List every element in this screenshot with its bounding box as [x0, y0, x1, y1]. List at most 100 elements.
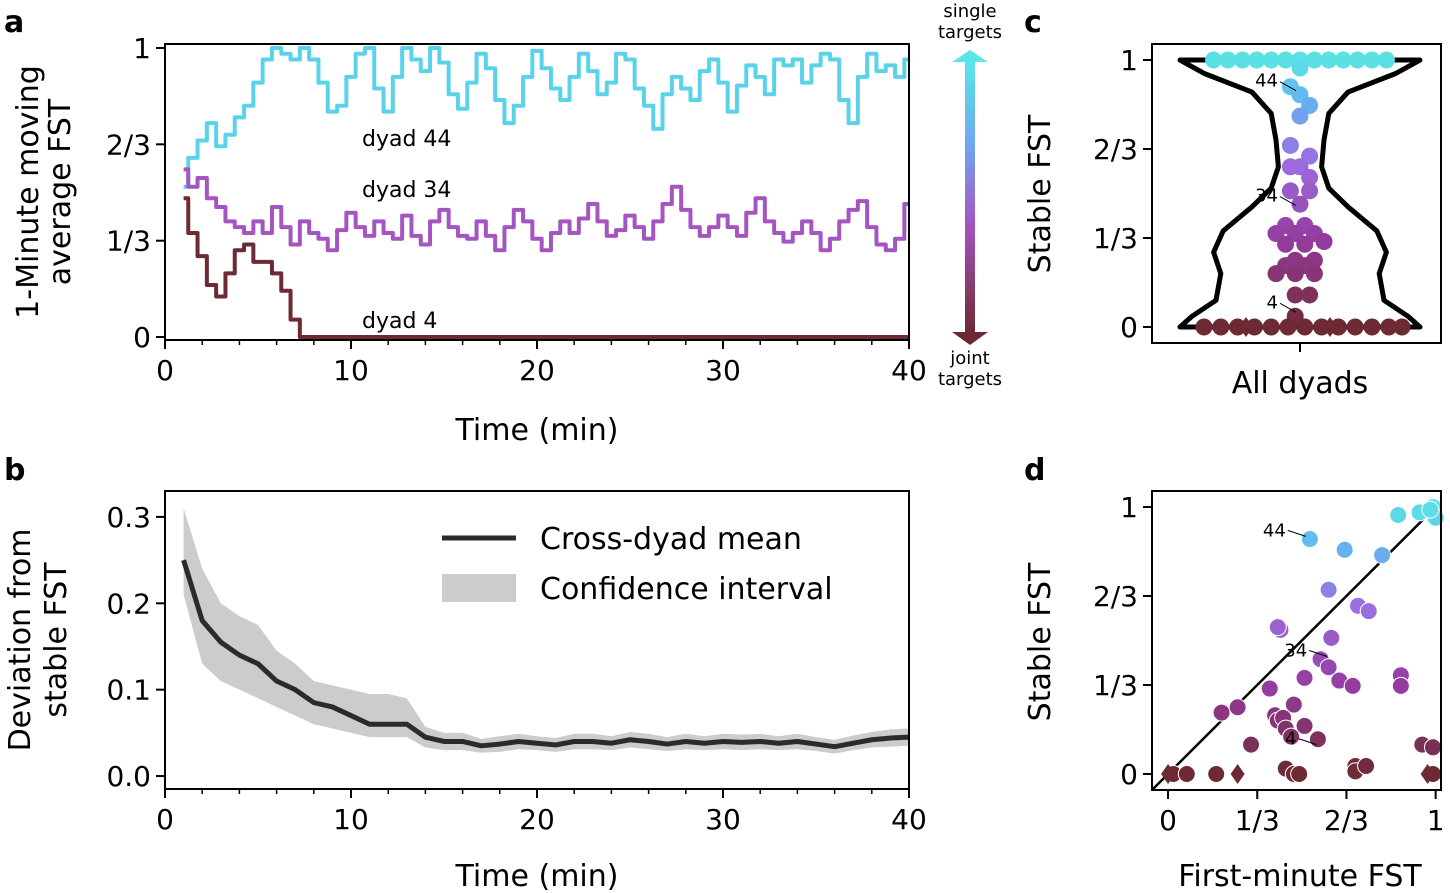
dyad-point [1320, 51, 1338, 69]
colorbar-arrowhead-down [952, 332, 988, 345]
series-line-dyad-34 [183, 167, 909, 253]
dyad-point [1212, 318, 1230, 336]
dyad-point [1242, 735, 1261, 754]
dyad-diamond-point [1161, 763, 1176, 784]
annotation-leader [1279, 196, 1297, 206]
series-label-dyad-44: dyad 44 [362, 127, 451, 152]
colorbar-bottom-label-1: joint [949, 348, 989, 369]
dyad-point [1373, 546, 1392, 565]
dyad-point [1313, 318, 1331, 336]
dyad-point [1212, 703, 1231, 722]
violin-outline [1177, 57, 1423, 330]
dyad-point [1421, 500, 1440, 519]
series-line-dyad-4 [183, 196, 909, 339]
dyad-point [1233, 51, 1251, 69]
panel-c-violin-swarm: 44 34 4 0 1/3 2/3 1 All dyads Stable FST [1023, 43, 1442, 401]
dyad-point [1343, 676, 1362, 695]
dyad-point [1277, 51, 1295, 69]
panel-b-ytick-label: 0.3 [106, 501, 151, 534]
panel-label-c: c [1024, 5, 1042, 40]
dyad-point [1308, 730, 1327, 749]
panel-d-ytick-label: 1 [1120, 491, 1138, 524]
panel-b-plot-area [181, 508, 910, 754]
panel-label-a: a [4, 5, 24, 40]
panel-b-xtick-label: 10 [333, 803, 369, 836]
annotation-leader [1298, 738, 1317, 746]
dyad-point [1286, 265, 1304, 283]
series-line-dyad-44 [183, 46, 909, 189]
panel-b-ytick-label: 0.1 [106, 674, 151, 707]
colorbar-top-label-2: targets [938, 22, 1002, 43]
annotation-label: 44 [1255, 71, 1278, 92]
colorbar-bottom-label-2: targets [938, 369, 1002, 390]
panel-a-xtick-label: 30 [705, 354, 741, 387]
dyad-point [1346, 318, 1364, 336]
panel-d-plot-area: 44 34 4 [1151, 498, 1445, 791]
dyad-point [1291, 107, 1309, 125]
dyad-point [1290, 764, 1309, 783]
dyad-point [1295, 668, 1314, 687]
panel-a-ticks: 0 10 20 30 40 0 1/3 2/3 1 [106, 32, 927, 387]
panel-b-ylabel-line1: Deviation from [3, 529, 38, 752]
panel-b-ytick-label: 0.0 [106, 760, 151, 793]
dyad-point [1195, 318, 1213, 336]
dyad-point [1295, 716, 1314, 735]
annotation-label: 44 [1263, 520, 1286, 541]
dyad-point [1363, 318, 1381, 336]
annotation-leader [1309, 650, 1328, 657]
identity-diagonal [1151, 500, 1442, 791]
panel-b-xtick-label: 40 [891, 803, 927, 836]
dyad-point [1262, 51, 1280, 69]
cross-dyad-mean-line [181, 559, 910, 750]
panel-b-ylabel-line2: stable FST [39, 562, 74, 718]
dyad-point [1301, 168, 1319, 186]
panel-b-ytick-label: 0.2 [106, 587, 151, 620]
colorbar-shaft [965, 62, 975, 332]
annotation-label: 34 [1255, 186, 1278, 207]
panel-b-xtick-label: 30 [705, 803, 741, 836]
panel-a-line-chart: 0 10 20 30 40 0 1/3 2/3 1 Time (min) 1-Minute mo… [11, 32, 927, 448]
dyad-point [1291, 195, 1309, 213]
dyad-point [1281, 182, 1299, 200]
panel-a-xlabel: Time (min) [455, 413, 619, 448]
panel-a-ylabel-line2: average FST [43, 98, 78, 285]
panel-c-ytick-label: 0 [1120, 311, 1138, 344]
panel-a-ytick-label: 1 [133, 32, 151, 65]
dyad-diamond-point [1230, 763, 1245, 784]
dyad-point [1284, 695, 1303, 714]
dyad-point [1268, 618, 1287, 637]
panel-a-xtick-label: 0 [156, 354, 174, 387]
panel-d-xtick-label: 1/3 [1235, 804, 1280, 837]
panel-c-plot-area: 44 34 4 [1177, 51, 1423, 337]
panel-b-legend: Cross-dyad mean Confidence interval [442, 522, 833, 607]
dyad-point [1207, 764, 1226, 783]
panel-d-xtick-label: 0 [1159, 804, 1177, 837]
dyad-point [1228, 698, 1247, 717]
dyad-point [1296, 318, 1314, 336]
panel-a-xtick-label: 40 [891, 354, 927, 387]
dyad-point [1357, 756, 1376, 775]
colorbar-arrowhead-up [952, 50, 988, 62]
dyad-point [1363, 51, 1381, 69]
legend-ci-swatch [442, 574, 516, 602]
panel-d-ytick-label: 0 [1120, 758, 1138, 791]
panel-a-ytick-label: 0 [133, 321, 151, 354]
dyad-point [1393, 318, 1411, 336]
dyad-point [1305, 265, 1323, 283]
dyad-point [1286, 286, 1304, 304]
legend-ci-label: Confidence interval [540, 572, 833, 607]
dyad-point [1329, 318, 1347, 336]
dyad-point [1359, 602, 1378, 621]
panel-a-ytick-label: 2/3 [106, 128, 151, 161]
dyad-point [1377, 51, 1395, 69]
annotation-leader [1279, 302, 1297, 313]
panel-b-ticks: 0 10 20 30 40 0.0 0.1 0.2 0.3 [106, 501, 926, 836]
panel-c-ytick-label: 1 [1120, 44, 1138, 77]
panel-c-ticks: 0 1/3 2/3 1 [1093, 44, 1301, 352]
dyad-point [1300, 530, 1319, 549]
panel-a-frame [164, 43, 910, 341]
panel-c-ylabel: Stable FST [1023, 114, 1058, 273]
dyad-point [1349, 51, 1367, 69]
dyad-point [1229, 318, 1247, 336]
